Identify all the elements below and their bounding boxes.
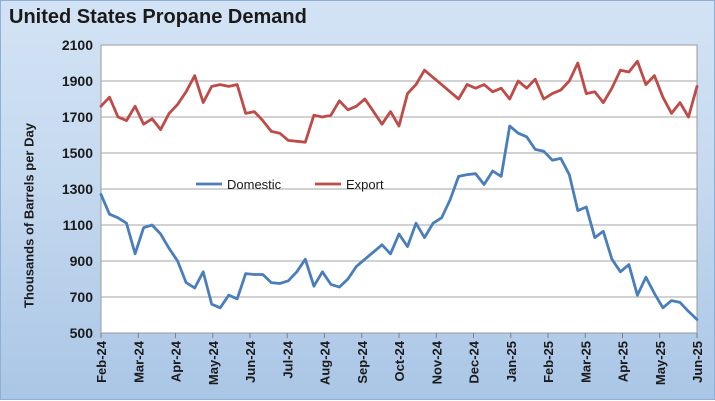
x-tick-label: Nov-24 — [429, 340, 444, 384]
x-axis-ticks: Feb-24 Mar-24 Apr-24 May-24 Jun-24 Jul-24 Aug-… — [94, 333, 705, 385]
y-tick-label: 700 — [70, 289, 94, 305]
legend-label-export: Export — [346, 177, 384, 192]
x-tick-label: Mar-25 — [578, 341, 593, 383]
y-tick-label: 1700 — [62, 109, 93, 125]
x-tick-label: Jun-24 — [243, 340, 258, 383]
x-tick-label: Jun-25 — [690, 341, 705, 383]
y-tick-label: 1300 — [62, 181, 93, 197]
x-tick-label: May-24 — [206, 340, 221, 385]
series-line-domestic — [99, 124, 699, 321]
y-axis-ticks: 500 700 900 1100 1300 1500 1700 1900 2100 — [62, 37, 93, 341]
x-tick-label: Feb-24 — [94, 340, 109, 383]
x-tick-label: Jan-25 — [504, 341, 519, 382]
legend: Domestic Export — [196, 177, 384, 192]
x-tick-label: Sep-24 — [355, 340, 370, 383]
x-tick-label: Feb-25 — [541, 341, 556, 383]
y-tick-label: 900 — [70, 253, 94, 269]
y-tick-label: 1500 — [62, 145, 93, 161]
legend-label-domestic: Domestic — [227, 177, 282, 192]
x-tick-label: Apr-25 — [616, 341, 631, 382]
series-line-export — [99, 59, 699, 144]
grid-lines — [101, 80, 697, 298]
x-tick-label: Jul-24 — [280, 340, 295, 378]
y-tick-label: 1100 — [63, 217, 94, 233]
x-tick-label: Dec-24 — [467, 340, 482, 383]
chart-title: United States Propane Demand — [9, 6, 307, 28]
x-tick-label: Aug-24 — [318, 340, 333, 385]
x-tick-label: Oct-24 — [392, 340, 407, 381]
x-tick-label: Mar-24 — [131, 340, 146, 383]
y-tick-label: 1900 — [62, 73, 93, 89]
series-lines — [99, 59, 699, 321]
x-tick-label: May-25 — [653, 341, 668, 385]
y-tick-label: 500 — [70, 325, 94, 341]
x-tick-label: Apr-24 — [169, 340, 184, 382]
y-tick-label: 2100 — [62, 37, 93, 53]
